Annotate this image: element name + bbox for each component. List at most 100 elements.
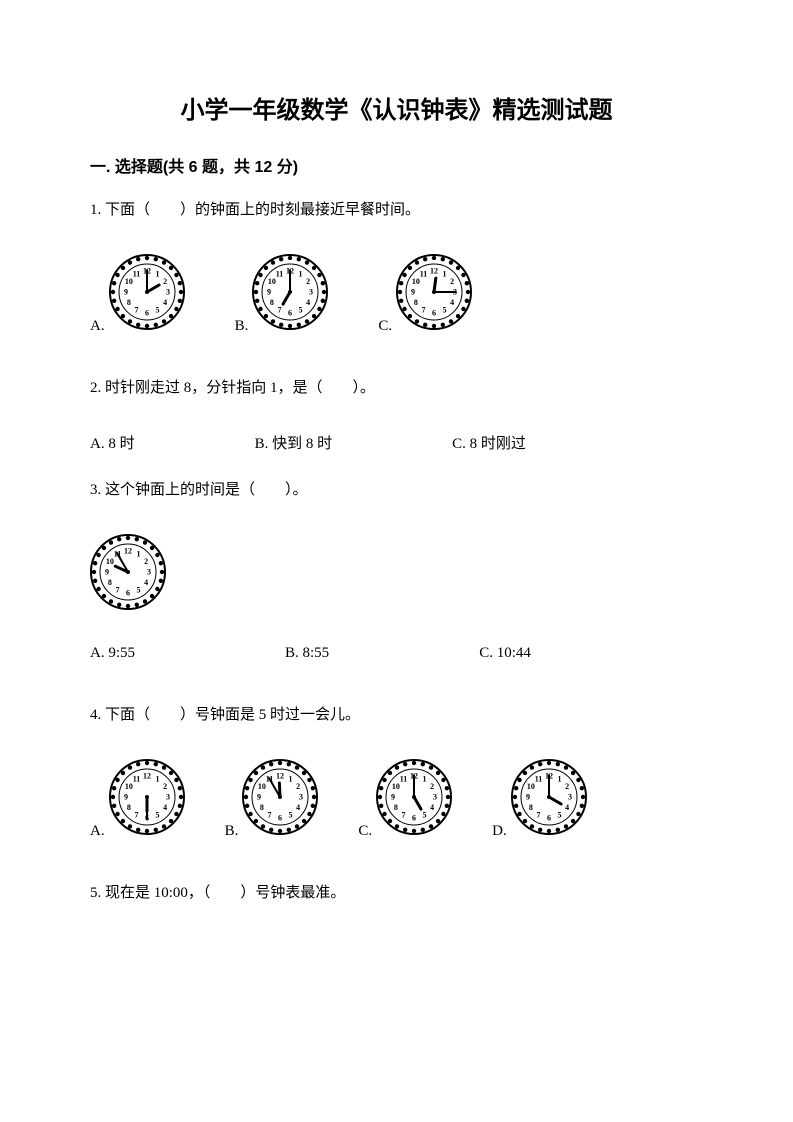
q4-option-c: C. 123456789101112 [358,759,452,840]
svg-text:1: 1 [443,269,447,278]
svg-text:7: 7 [422,306,426,315]
svg-text:6: 6 [145,309,149,318]
svg-text:5: 5 [155,811,159,820]
svg-text:10: 10 [412,277,420,286]
svg-text:10: 10 [258,782,266,791]
svg-text:5: 5 [423,811,427,820]
svg-text:10: 10 [124,782,132,791]
option-label: A. [90,823,105,840]
svg-text:3: 3 [309,288,313,297]
question-2: 2. 时针刚走过 8，分针指向 1，是（ ）。 [90,375,703,402]
svg-text:9: 9 [391,793,395,802]
option-label: A. [90,318,105,335]
clock-icon: 123456789101112 [109,759,185,840]
q3-option-c: C. 10:44 [479,645,531,662]
svg-text:5: 5 [289,811,293,820]
svg-text:5: 5 [557,811,561,820]
clock-icon: 123456789101112 [242,759,318,840]
svg-text:4: 4 [163,298,167,307]
option-label: C. [358,823,372,840]
svg-text:3: 3 [166,793,170,802]
svg-text:9: 9 [411,288,415,297]
question-4: 4. 下面（ ）号钟面是 5 时过一会儿。 [90,702,703,729]
section-header: 一. 选择题(共 6 题，共 12 分) [90,153,703,177]
svg-text:8: 8 [414,298,418,307]
svg-text:12: 12 [430,267,438,276]
q4-options: A. 123456789101112 B. 123456789101112 C.… [90,759,703,840]
svg-text:7: 7 [134,811,138,820]
svg-text:3: 3 [166,288,170,297]
svg-text:5: 5 [137,586,141,595]
svg-text:12: 12 [276,772,284,781]
svg-text:9: 9 [257,793,261,802]
q3-option-a: A. 9:55 [90,645,135,662]
question-5: 5. 现在是 10:00，（ ）号钟表最准。 [90,880,703,907]
svg-text:1: 1 [557,774,561,783]
svg-text:8: 8 [108,578,112,587]
svg-text:12: 12 [143,772,151,781]
svg-text:11: 11 [534,774,542,783]
svg-text:11: 11 [276,269,284,278]
svg-text:2: 2 [430,782,434,791]
svg-text:1: 1 [137,549,141,558]
svg-text:10: 10 [106,557,114,566]
svg-text:2: 2 [144,557,148,566]
svg-text:10: 10 [268,277,276,286]
svg-text:10: 10 [392,782,400,791]
svg-text:2: 2 [163,782,167,791]
svg-text:5: 5 [299,306,303,315]
svg-text:6: 6 [432,309,436,318]
q1-option-a: A. 123456789101112 [90,254,185,335]
svg-text:9: 9 [526,793,530,802]
q2-option-c: C. 8 时刚过 [452,432,526,453]
page-title: 小学一年级数学《认识钟表》精选测试题 [90,90,703,125]
clock-icon: 123456789101112 [511,759,587,840]
svg-text:1: 1 [423,774,427,783]
q3-clock-wrap: 123456789101112 [90,534,703,615]
svg-text:9: 9 [124,288,128,297]
q4-option-d: D. 123456789101112 [492,759,587,840]
option-label: B. [235,318,249,335]
q2-options: A. 8 时 B. 快到 8 时 C. 8 时刚过 [90,432,703,453]
q1-option-c: C. 123456789101112 [378,254,472,335]
option-label: B. [225,823,239,840]
clock-icon: 123456789101112 [376,759,452,840]
q1-options: A. 123456789101112 B. 123456789101112 C.… [90,254,703,335]
svg-text:3: 3 [299,793,303,802]
svg-text:8: 8 [260,803,264,812]
svg-text:4: 4 [430,803,434,812]
svg-text:7: 7 [536,811,540,820]
svg-text:1: 1 [289,774,293,783]
svg-text:8: 8 [126,298,130,307]
svg-text:4: 4 [307,298,311,307]
svg-text:11: 11 [420,269,428,278]
svg-text:10: 10 [124,277,132,286]
svg-text:12: 12 [124,547,132,556]
svg-text:6: 6 [126,589,130,598]
question-1: 1. 下面（ ）的钟面上的时刻最接近早餐时间。 [90,197,703,224]
clock-icon: 123456789101112 [90,534,166,615]
svg-text:2: 2 [307,277,311,286]
svg-text:8: 8 [270,298,274,307]
svg-text:2: 2 [450,277,454,286]
svg-text:6: 6 [288,309,292,318]
svg-text:8: 8 [126,803,130,812]
svg-text:7: 7 [268,811,272,820]
option-label: C. [378,318,392,335]
svg-text:2: 2 [297,782,301,791]
svg-text:9: 9 [267,288,271,297]
svg-text:4: 4 [297,803,301,812]
svg-text:6: 6 [278,814,282,823]
clock-icon: 123456789101112 [396,254,472,335]
q2-option-b: B. 快到 8 时 [255,432,333,453]
question-3: 3. 这个钟面上的时间是（ ）。 [90,477,703,504]
q4-option-a: A. 123456789101112 [90,759,185,840]
svg-text:8: 8 [529,803,533,812]
svg-text:3: 3 [147,568,151,577]
svg-text:7: 7 [278,306,282,315]
svg-text:4: 4 [144,578,148,587]
svg-text:10: 10 [527,782,535,791]
clock-icon: 123456789101112 [252,254,328,335]
svg-text:11: 11 [400,774,408,783]
svg-text:2: 2 [565,782,569,791]
